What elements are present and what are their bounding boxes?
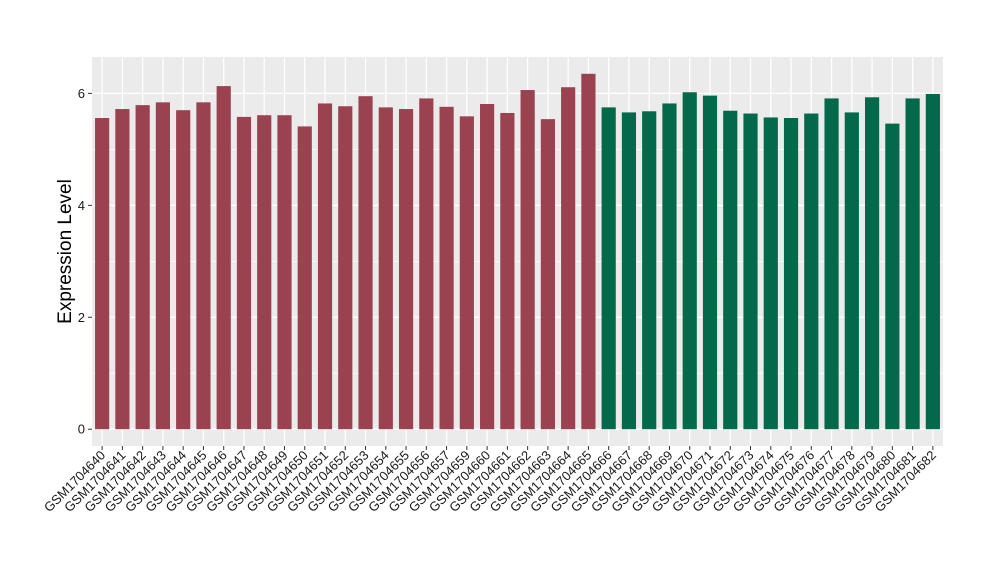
y-axis-label: Expression Level bbox=[55, 179, 76, 324]
bar bbox=[155, 102, 171, 430]
bar bbox=[439, 106, 454, 430]
bar bbox=[682, 92, 697, 430]
y-axis: 0 2 4 6 bbox=[78, 86, 92, 437]
bars bbox=[95, 73, 940, 430]
bar bbox=[763, 117, 778, 430]
bar bbox=[257, 115, 272, 430]
bar bbox=[115, 109, 130, 430]
bar bbox=[419, 98, 434, 430]
y-tick-label: 4 bbox=[78, 198, 85, 213]
bar bbox=[743, 113, 758, 430]
bar bbox=[236, 116, 252, 430]
bar bbox=[500, 112, 515, 430]
bar bbox=[723, 110, 738, 430]
plot-panel bbox=[92, 57, 943, 446]
bar bbox=[864, 97, 880, 430]
y-tick-label: 6 bbox=[78, 86, 85, 101]
bar bbox=[885, 123, 900, 430]
bar bbox=[358, 96, 373, 430]
bar bbox=[642, 111, 657, 430]
y-tick-label: 0 bbox=[78, 422, 85, 437]
bar bbox=[216, 86, 231, 430]
bar bbox=[702, 95, 718, 430]
bar bbox=[824, 98, 839, 430]
bar bbox=[196, 102, 211, 430]
bar bbox=[561, 87, 576, 430]
bar bbox=[317, 103, 333, 430]
y-tick-label: 2 bbox=[78, 310, 85, 325]
bar bbox=[378, 107, 393, 430]
bar bbox=[398, 109, 414, 430]
bar bbox=[297, 126, 312, 430]
bar bbox=[540, 119, 555, 430]
bar bbox=[480, 104, 495, 430]
bar bbox=[601, 107, 616, 430]
bar bbox=[520, 90, 535, 430]
x-axis: GSM1704640GSM1704641GSM1704642GSM1704643… bbox=[41, 446, 939, 515]
bar bbox=[459, 116, 474, 430]
bar bbox=[135, 105, 150, 430]
bar bbox=[338, 106, 353, 430]
bar bbox=[844, 112, 859, 430]
bar bbox=[905, 98, 920, 430]
bar bbox=[783, 118, 799, 430]
bar bbox=[95, 118, 110, 430]
bar bbox=[581, 73, 596, 430]
bar bbox=[925, 93, 940, 430]
bar bbox=[176, 110, 191, 430]
bar bbox=[277, 115, 292, 430]
bar bbox=[662, 103, 677, 430]
bar bbox=[621, 112, 637, 430]
bar bbox=[804, 113, 819, 430]
